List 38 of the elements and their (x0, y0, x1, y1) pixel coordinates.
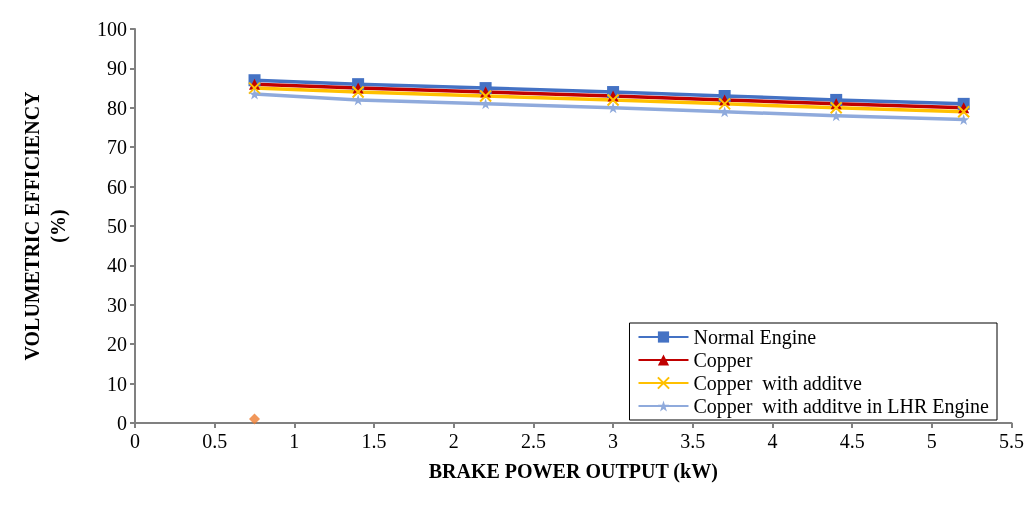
y-tick-label: 90 (107, 57, 127, 80)
legend-label: Copper (693, 349, 753, 372)
y-tick-label: 70 (107, 136, 127, 159)
y-tick-label: 30 (107, 293, 127, 316)
y-tick-label: 20 (107, 333, 127, 356)
point (606, 93, 620, 107)
x-tick-label: 3 (608, 430, 619, 452)
y-tick-label: 50 (107, 215, 127, 237)
y-tick-label: 40 (107, 254, 127, 277)
x-tick-label: 4 (767, 430, 778, 452)
y-axis-title: VOLUMETRIC EFFICIENCY (%) (21, 90, 70, 361)
y-tick-label: 0 (117, 412, 127, 434)
x-tick-label: 2.5 (520, 430, 546, 452)
legend-label: Normal Engine (693, 326, 817, 349)
point (607, 102, 619, 114)
point (351, 85, 365, 99)
x-tick-label: 4.5 (839, 430, 865, 452)
y-tick-label: 80 (107, 96, 127, 119)
x-tick-label: 0.5 (202, 430, 228, 452)
y-tick-label: 100 (97, 18, 127, 40)
point (249, 413, 261, 425)
point (957, 105, 971, 119)
legend-label: Copper with additve in LHR Engine (693, 395, 990, 418)
point (479, 89, 493, 103)
legend-label: Copper with additve (693, 372, 862, 395)
point (248, 81, 262, 95)
x-tick-label: 1.5 (361, 430, 387, 452)
point (249, 88, 261, 100)
y-tick-label: 10 (107, 372, 127, 395)
x-axis-title: BRAKE POWER OUTPUT (kW) (428, 460, 718, 483)
y-tick-label: 60 (107, 175, 127, 198)
x-tick-label: 3.5 (680, 430, 706, 452)
point (718, 97, 732, 111)
x-tick-label: 5 (926, 430, 937, 452)
x-tick-label: 1 (289, 430, 300, 452)
x-tick-label: 5.5 (999, 430, 1024, 452)
x-tick-label: 2 (448, 430, 459, 452)
point (829, 101, 843, 115)
